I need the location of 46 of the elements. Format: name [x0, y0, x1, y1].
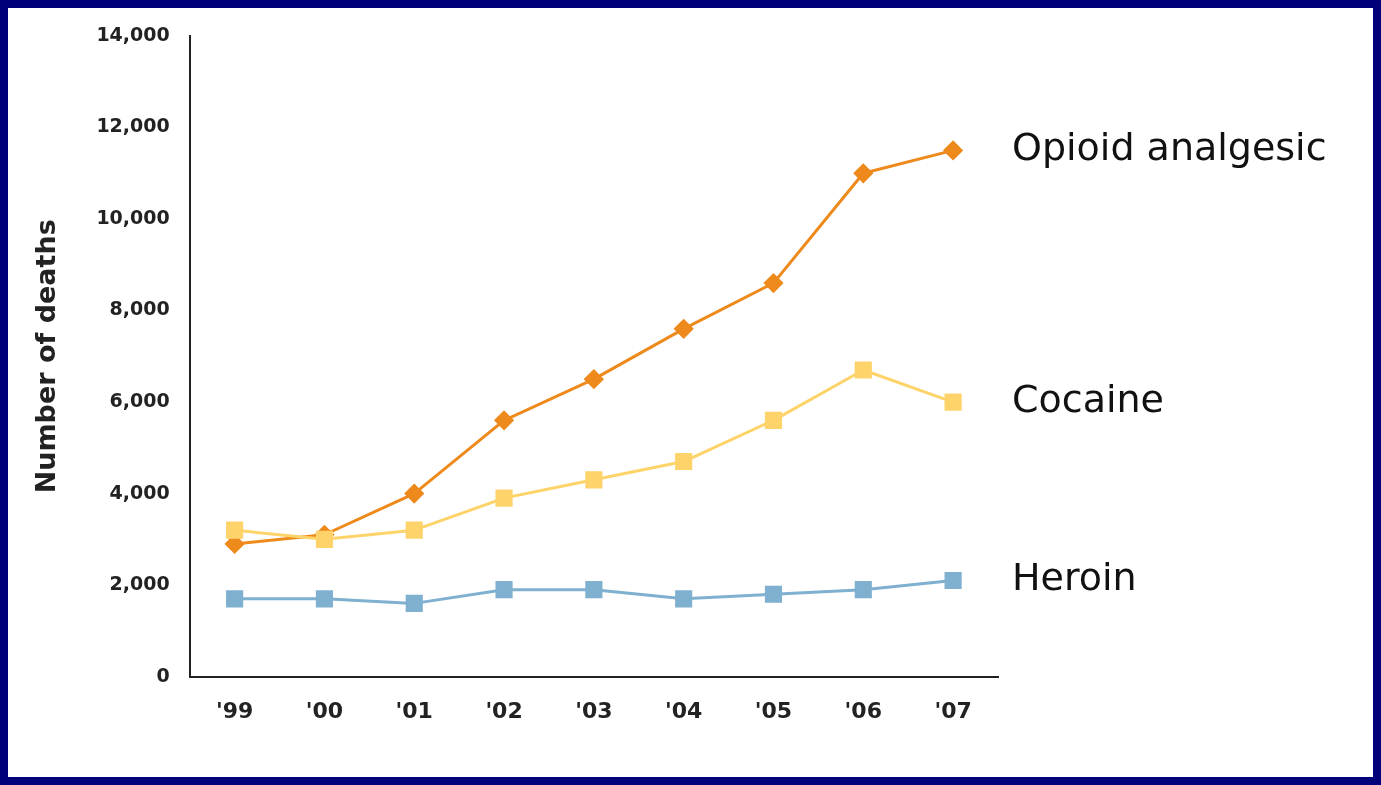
point — [944, 393, 962, 411]
point — [404, 484, 424, 504]
point — [405, 594, 423, 612]
point — [764, 411, 783, 429]
series-label: Opioid analgesic — [1012, 125, 1327, 170]
point — [315, 590, 333, 608]
y-tick-label: 4,000 — [109, 480, 170, 503]
point — [405, 521, 423, 539]
y-axis-title: Number of deaths — [30, 219, 62, 494]
point — [585, 471, 603, 489]
point — [764, 585, 783, 603]
point — [674, 319, 694, 339]
x-tick-label: '05 — [754, 697, 793, 723]
y-tick-label: 10,000 — [96, 205, 170, 228]
point — [943, 140, 963, 160]
x-tick-label: '99 — [215, 697, 254, 723]
x-tick-label: '00 — [305, 697, 344, 723]
y-tick-label: 12,000 — [96, 114, 170, 137]
y-tick-label: 8,000 — [109, 297, 170, 320]
point — [226, 590, 244, 608]
point — [584, 369, 604, 389]
x-tick-label: '03 — [575, 697, 613, 723]
x-tick-label: '06 — [844, 697, 882, 723]
series-label: Heroin — [1012, 555, 1137, 600]
point — [226, 521, 244, 539]
point — [675, 590, 693, 608]
point — [585, 581, 603, 599]
point — [495, 581, 513, 599]
point — [675, 452, 693, 471]
point — [853, 163, 873, 183]
y-tick-label: 0 — [156, 663, 170, 686]
x-tick-label: '07 — [934, 697, 972, 723]
x-tick-label: '02 — [485, 697, 523, 723]
point — [854, 361, 872, 379]
point — [494, 410, 514, 430]
y-tick-label: 14,000 — [96, 22, 170, 45]
series-label: Cocaine — [1012, 376, 1164, 421]
point — [944, 571, 962, 590]
point — [495, 489, 513, 507]
x-tick-label: '01 — [395, 697, 433, 723]
y-tick-label: 6,000 — [109, 388, 170, 411]
x-tick-label: '04 — [664, 697, 703, 723]
point — [763, 273, 783, 293]
y-tick-label: 2,000 — [109, 572, 170, 595]
point — [854, 581, 872, 599]
point — [315, 530, 333, 548]
